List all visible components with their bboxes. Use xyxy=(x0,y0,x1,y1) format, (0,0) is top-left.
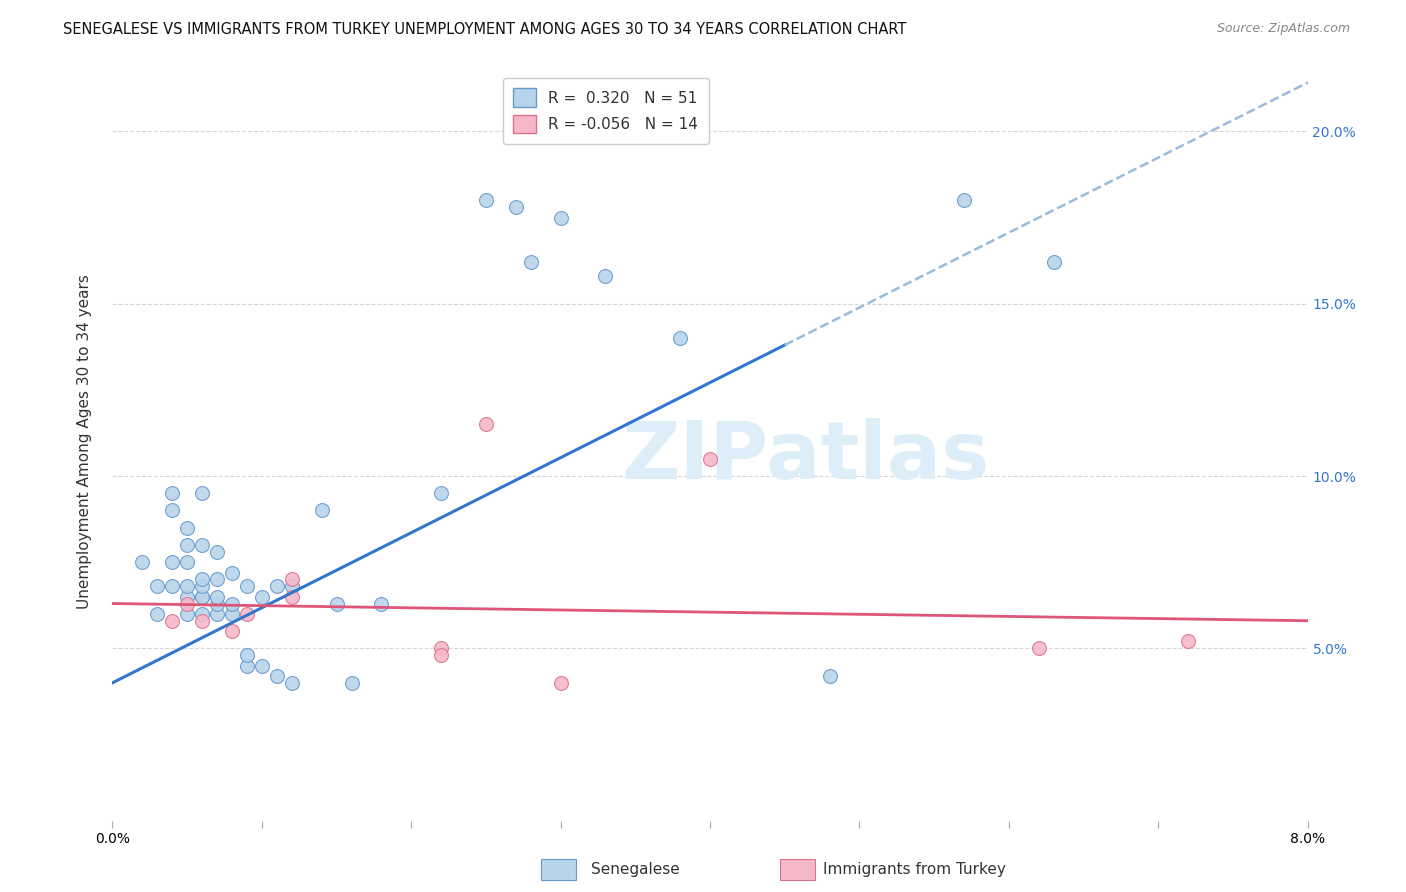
Point xyxy=(191,538,214,552)
Point xyxy=(818,669,841,683)
Text: Immigrants from Turkey: Immigrants from Turkey xyxy=(823,863,1005,877)
Point xyxy=(191,590,214,604)
Point xyxy=(1042,255,1064,269)
Point xyxy=(250,658,273,673)
Point xyxy=(430,641,453,656)
Point xyxy=(505,200,527,214)
Point xyxy=(205,597,228,611)
Point xyxy=(236,648,259,663)
Point xyxy=(266,579,288,593)
Point xyxy=(699,451,721,466)
Point xyxy=(221,597,243,611)
Point xyxy=(176,590,198,604)
Text: ZIPatlas: ZIPatlas xyxy=(621,417,990,496)
Point xyxy=(191,579,214,593)
Point xyxy=(146,579,169,593)
Point xyxy=(221,566,243,580)
Point xyxy=(311,503,333,517)
Point xyxy=(1028,641,1050,656)
Point xyxy=(430,648,453,663)
Point xyxy=(176,607,198,621)
Point xyxy=(475,417,498,432)
Point xyxy=(191,573,214,587)
Text: SENEGALESE VS IMMIGRANTS FROM TURKEY UNEMPLOYMENT AMONG AGES 30 TO 34 YEARS CORR: SENEGALESE VS IMMIGRANTS FROM TURKEY UNE… xyxy=(63,22,907,37)
Text: Source: ZipAtlas.com: Source: ZipAtlas.com xyxy=(1216,22,1350,36)
Point xyxy=(176,521,198,535)
Point xyxy=(236,579,259,593)
Point xyxy=(669,331,692,345)
Point xyxy=(162,555,183,569)
Point xyxy=(550,675,572,690)
Point xyxy=(191,614,214,628)
Point xyxy=(162,503,183,517)
Point xyxy=(236,658,259,673)
Point xyxy=(221,624,243,639)
Point xyxy=(205,545,228,559)
Point xyxy=(162,614,183,628)
Legend: R =  0.320   N = 51, R = -0.056   N = 14: R = 0.320 N = 51, R = -0.056 N = 14 xyxy=(502,78,709,144)
Point xyxy=(176,579,198,593)
Point xyxy=(475,194,498,208)
Point xyxy=(162,486,183,500)
Point xyxy=(430,486,453,500)
Point xyxy=(281,675,304,690)
Point xyxy=(162,579,183,593)
Point xyxy=(191,607,214,621)
Y-axis label: Unemployment Among Ages 30 to 34 years: Unemployment Among Ages 30 to 34 years xyxy=(77,274,91,609)
Point xyxy=(1177,634,1199,648)
Point xyxy=(205,607,228,621)
Point xyxy=(205,590,228,604)
Point xyxy=(191,486,214,500)
Point xyxy=(250,590,273,604)
Point xyxy=(176,555,198,569)
Point xyxy=(550,211,572,225)
Point xyxy=(266,669,288,683)
Point xyxy=(281,579,304,593)
Point xyxy=(595,269,617,284)
Text: Senegalese: Senegalese xyxy=(591,863,679,877)
Point xyxy=(325,597,347,611)
Point xyxy=(953,194,976,208)
Point xyxy=(176,538,198,552)
Point xyxy=(191,590,214,604)
Point xyxy=(340,675,363,690)
Point xyxy=(236,607,259,621)
Point xyxy=(281,590,304,604)
Point xyxy=(281,573,304,587)
Point xyxy=(176,597,198,611)
Point xyxy=(370,597,392,611)
Point xyxy=(221,607,243,621)
Point xyxy=(520,255,543,269)
Point xyxy=(205,573,228,587)
Point xyxy=(146,607,169,621)
Point xyxy=(131,555,153,569)
